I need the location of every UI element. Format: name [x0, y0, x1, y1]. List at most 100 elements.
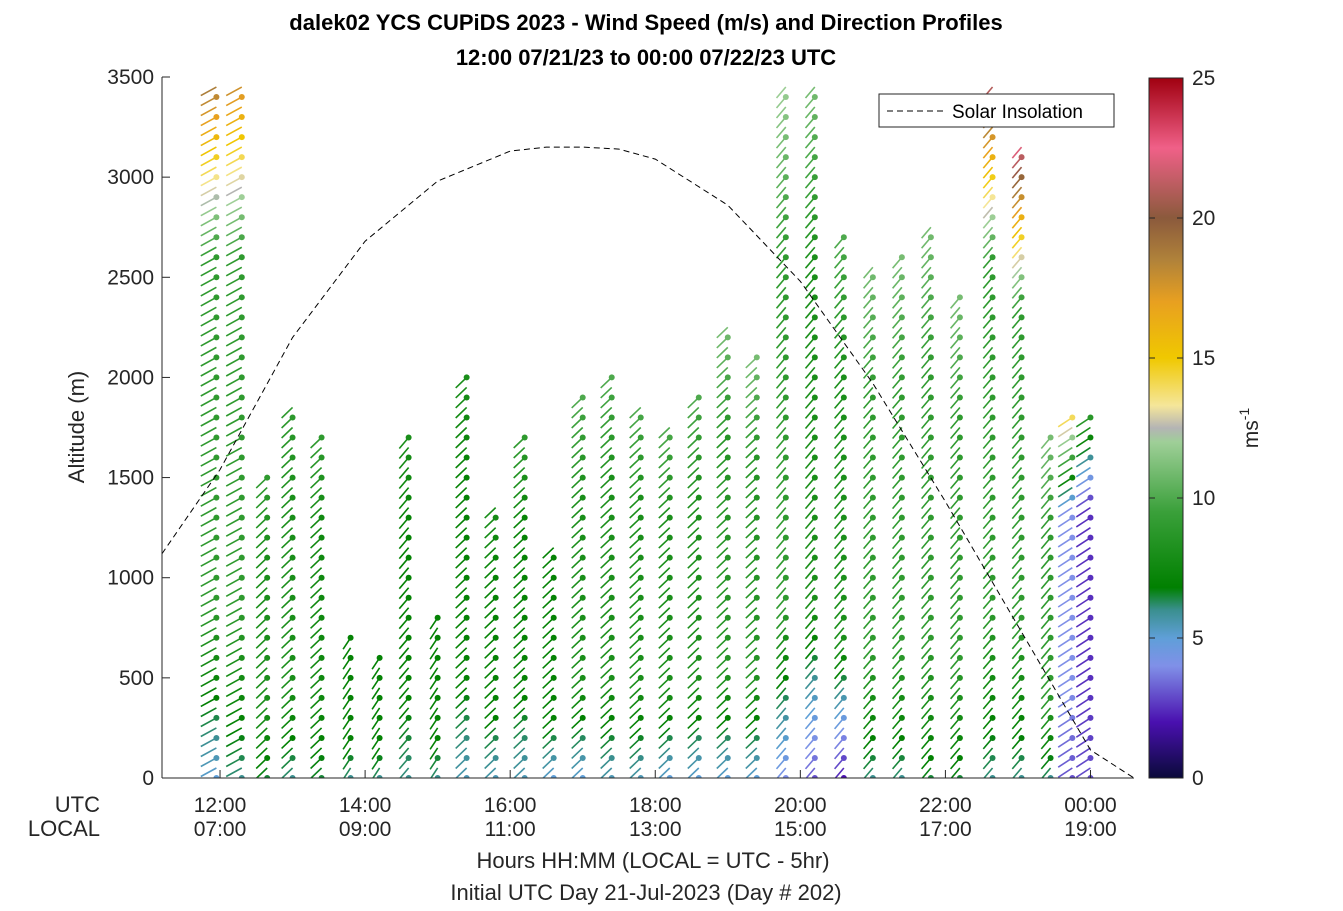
wind-barb-dot [434, 775, 441, 778]
wind-barb-dot [840, 734, 847, 741]
wind-barb [484, 567, 497, 579]
wind-barb-dot [238, 174, 245, 181]
wind-barb [658, 607, 671, 619]
wind-barb [398, 607, 410, 620]
wind-barb [513, 547, 526, 559]
wind-barb-dot [869, 514, 876, 521]
wind-barb-dot [1069, 614, 1076, 621]
wind-barb [687, 747, 700, 759]
wind-barb-dot [213, 514, 220, 521]
wind-barb [310, 527, 323, 539]
wind-barb [804, 166, 816, 179]
wind-barb-dot [869, 474, 876, 481]
wind-barb [1057, 687, 1073, 698]
wind-barb [982, 186, 994, 199]
wind-barb-dot [347, 714, 354, 721]
wind-barb [804, 687, 816, 700]
wind-barb [949, 527, 961, 540]
y-tick-label: 1000 [107, 567, 154, 590]
wind-barb-dot [898, 554, 905, 561]
wind-barb-dot [1047, 554, 1054, 561]
wind-barb-dot [213, 354, 220, 361]
wind-barb [255, 647, 268, 659]
wind-barb [687, 767, 700, 778]
wind-barb [571, 426, 584, 439]
wind-barb-dot [405, 634, 412, 641]
wind-barb-dot [579, 654, 586, 661]
wind-barb [398, 507, 410, 520]
wind-barb [775, 647, 787, 660]
wind-barb [225, 446, 243, 457]
wind-barb [281, 507, 294, 519]
wind-barb-dot [238, 214, 245, 221]
wind-barb [833, 647, 845, 660]
wind-barb [1057, 547, 1073, 558]
wind-barb [200, 246, 217, 257]
wind-barb-dot [405, 594, 412, 601]
wind-barb [310, 507, 323, 519]
wind-barb-dot [782, 374, 789, 381]
wind-barb-dot [898, 634, 905, 641]
wind-barb [255, 547, 268, 559]
wind-barb [1040, 707, 1052, 720]
wind-barb-dot [550, 594, 557, 601]
wind-barb-dot [956, 474, 963, 481]
wind-barb-dot [989, 494, 996, 501]
wind-barb-dot [1047, 574, 1054, 581]
wind-barb-dot [989, 514, 996, 521]
wind-barb-dot [289, 454, 296, 461]
wind-barb-dot [213, 234, 220, 241]
wind-barb-dot [405, 775, 412, 778]
wind-barb-dot [213, 94, 220, 101]
wind-barb [804, 306, 816, 319]
wind-barb [745, 667, 758, 679]
wind-barb-dot [463, 554, 470, 561]
wind-barb-dot [666, 554, 673, 561]
wind-barb-dot [608, 494, 615, 501]
wind-barb-dot [550, 674, 557, 681]
wind-barb-dot [608, 534, 615, 541]
wind-barb-dot [956, 314, 963, 321]
wind-barb [225, 486, 243, 497]
wind-barb [862, 507, 874, 520]
wind-barb-dot [238, 674, 245, 681]
wind-barb-dot [463, 594, 470, 601]
wind-barb [1040, 647, 1052, 660]
wind-barb-dot [666, 674, 673, 681]
wind-barb-dot [1087, 634, 1094, 641]
wind-barb [1011, 447, 1023, 460]
wind-barb-dot [811, 534, 818, 541]
wind-barb [1075, 466, 1091, 478]
wind-barb [804, 667, 816, 680]
wind-barb-dot [840, 334, 847, 341]
wind-barb-dot [1069, 574, 1076, 581]
wind-barb [891, 527, 903, 540]
wind-barb [1011, 166, 1023, 179]
wind-barb-dot [666, 594, 673, 601]
wind-barb-dot [956, 434, 963, 441]
wind-barb [200, 587, 217, 598]
wind-barb [342, 707, 352, 720]
wind-barb [1075, 426, 1091, 438]
wind-barb [1075, 547, 1091, 558]
wind-barb-dot [898, 534, 905, 541]
wind-barb [862, 286, 874, 299]
wind-barb [1011, 426, 1023, 440]
wind-barb-dot [869, 614, 876, 621]
wind-barb-dot [213, 674, 220, 681]
wind-barb [982, 667, 994, 680]
wind-barb-dot [840, 354, 847, 361]
wind-barb [513, 567, 526, 579]
wind-barb-dot [956, 554, 963, 561]
wind-barb-dot [695, 554, 702, 561]
wind-barb-dot [989, 254, 996, 261]
wind-barb-dot [898, 594, 905, 601]
wind-barb [281, 547, 294, 559]
wind-barb-dot [753, 754, 760, 761]
wind-barb-dot [213, 454, 220, 461]
wind-barb-dot [869, 494, 876, 501]
wind-barb [687, 627, 700, 639]
wind-barb [629, 466, 642, 479]
wind-barb [949, 386, 961, 399]
wind-barb-dot [1018, 674, 1025, 681]
